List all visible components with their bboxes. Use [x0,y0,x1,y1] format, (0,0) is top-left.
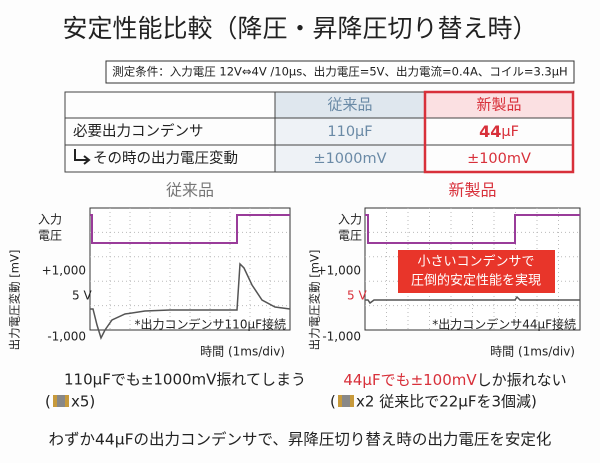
arrow-icon [74,149,91,165]
plot-heading: 新製品 [448,181,496,200]
input-label: 電圧 [38,229,62,243]
y-axis-title: 出力電圧変動 [mV] [308,250,322,351]
tick-label: +1,000 [42,264,86,278]
output-trace [365,295,580,305]
voltage-label: 5 V [347,289,367,303]
header-cell [425,92,573,118]
input-trace [365,214,580,244]
conditions-box [105,60,575,84]
callout-box [398,250,555,293]
cell: 44μF [479,122,519,141]
caption-part: しか振れない [477,371,567,389]
header-new: 新製品 [476,96,521,114]
header-cell [275,92,425,118]
input-label: 入力 [38,213,62,227]
x-axis-label: 時間 (1ms/div) [490,345,575,359]
capacitor-icon [53,395,69,407]
cell-part: μF [501,124,519,140]
cell-part: 44 [479,122,501,141]
conditions: 測定条件：入力電圧 12V⇔4V /10μs、出力電圧=5V、出力電流=0.4A… [112,65,567,79]
cell: ±100mV [467,151,531,167]
tick-label: -1,000 [322,330,361,344]
tick-label: +1,000 [317,264,361,278]
title: 安定性能比較（降圧・昇降圧切り替え時） [62,14,537,43]
row-label: 必要出力コンデンサ [73,122,204,140]
input-label: 電圧 [338,229,362,243]
capacitor-icon [338,395,354,407]
x-axis-label: 時間 (1ms/div) [200,345,285,359]
cell: ±1000mV [313,151,386,167]
summary: わずか44μFの出力コンデンサで、昇降圧切り替え時の出力電圧を安定化 [49,430,552,449]
caption: x5) [71,393,95,411]
caption: x2 従来比で22μFを3個減) [356,393,537,411]
input-label: 入力 [338,213,362,227]
output-trace [90,262,291,341]
new-column-frame [423,90,575,174]
plot-note: *出力コンデンサ110μF接続 [135,317,286,332]
row-label: その時の出力電圧変動 [93,150,238,167]
voltage-label: 5 V [72,289,92,303]
input-trace [90,214,290,244]
caption: 110μFでも±1000mV振れてしまう [64,371,306,389]
caption: 44μFでも±100mVしか振れない [343,371,566,389]
callout-text: 小さいコンデンサで [417,254,534,270]
caption-red: 44μFでも±100mV [343,371,477,389]
y-axis-title: 出力電圧変動 [mV] [8,250,22,351]
tick-label: -1,000 [47,330,86,344]
callout-text: 圧倒的安定性能を実現 [411,273,541,289]
header-conventional: 従来品 [327,96,372,114]
caption: ( [45,393,51,411]
table: 従来品 新製品 必要出力コンデンサ 110μF 44μF その時の出力電圧変動 … [64,90,575,174]
grid [90,208,290,330]
plot-heading: 従来品 [166,181,214,200]
caption: ( [330,393,336,411]
cell: 110μF [327,124,372,140]
plot-note: *出力コンデンサ44μF接続 [432,317,576,332]
